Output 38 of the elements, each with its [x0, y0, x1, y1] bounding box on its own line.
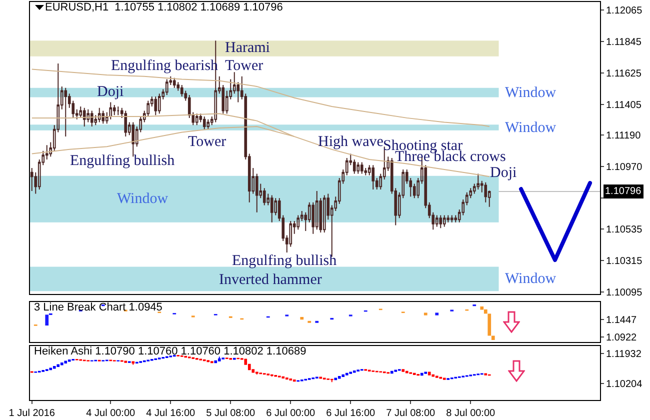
y-tick-label: 1.11932 — [606, 348, 642, 360]
y-tick-label: 1.11405 — [606, 100, 642, 111]
annotation: Inverted hammer — [219, 272, 322, 288]
y-tick-label: 1.10535 — [606, 224, 643, 236]
band-label: Window — [505, 120, 556, 136]
y-tick-label: 1.11625 — [606, 68, 642, 80]
x-tick-label: 8 Jul 00:00 — [446, 408, 496, 419]
x-tick-label: 7 Jul 08:00 — [386, 408, 436, 419]
annotation: Doji — [97, 84, 124, 100]
y-tick-label: 1.10095 — [606, 287, 643, 298]
y-tick-label: 1.12065 — [606, 5, 643, 16]
y-tick-label: 1.10315 — [606, 256, 643, 267]
annotation: Doji — [490, 165, 517, 181]
band-label: Window — [505, 271, 556, 287]
chart-title: Heiken Ashi 1.10790 1.10760 1.10760 1.10802 1.10689 — [34, 346, 306, 358]
ref-line-label: 1.10796 — [605, 186, 642, 197]
y-tick-label: 1.0922 — [606, 332, 638, 344]
y-tick-label: 1.10970 — [606, 162, 643, 174]
x-tick-label: 6 Jul 16:00 — [326, 408, 376, 419]
band-label: Window — [505, 85, 556, 101]
x-tick-label: 6 Jul 00:00 — [266, 408, 316, 419]
annotation: Tower — [225, 58, 264, 74]
y-tick-label: 1.11845 — [606, 36, 642, 48]
x-tick-label: 4 Jul 16:00 — [146, 408, 196, 419]
annotation: Engulfing bullish — [232, 253, 338, 269]
x-tick-label: 4 Jul 00:00 — [86, 408, 136, 419]
annotation: High wave — [318, 134, 384, 150]
annotation: Tower — [188, 134, 226, 150]
y-tick-label: 1.11190 — [606, 130, 642, 142]
y-tick-label: 1.1447 — [606, 315, 638, 326]
chart-title: EURUSD,H1 1.10755 1.10802 1.10689 1.10796 — [45, 2, 283, 14]
annotation: Harami — [225, 40, 270, 56]
x-tick-label: 1 Jul 2016 — [8, 408, 56, 419]
chart-title: 3 Line Break Chart 1.0945 — [34, 302, 162, 314]
x-tick-label: 5 Jul 08:00 — [206, 408, 256, 419]
annotation: Engulfing bullish — [70, 153, 176, 169]
y-tick-label: 1.10204 — [606, 378, 643, 390]
band-label: Window — [117, 191, 168, 207]
